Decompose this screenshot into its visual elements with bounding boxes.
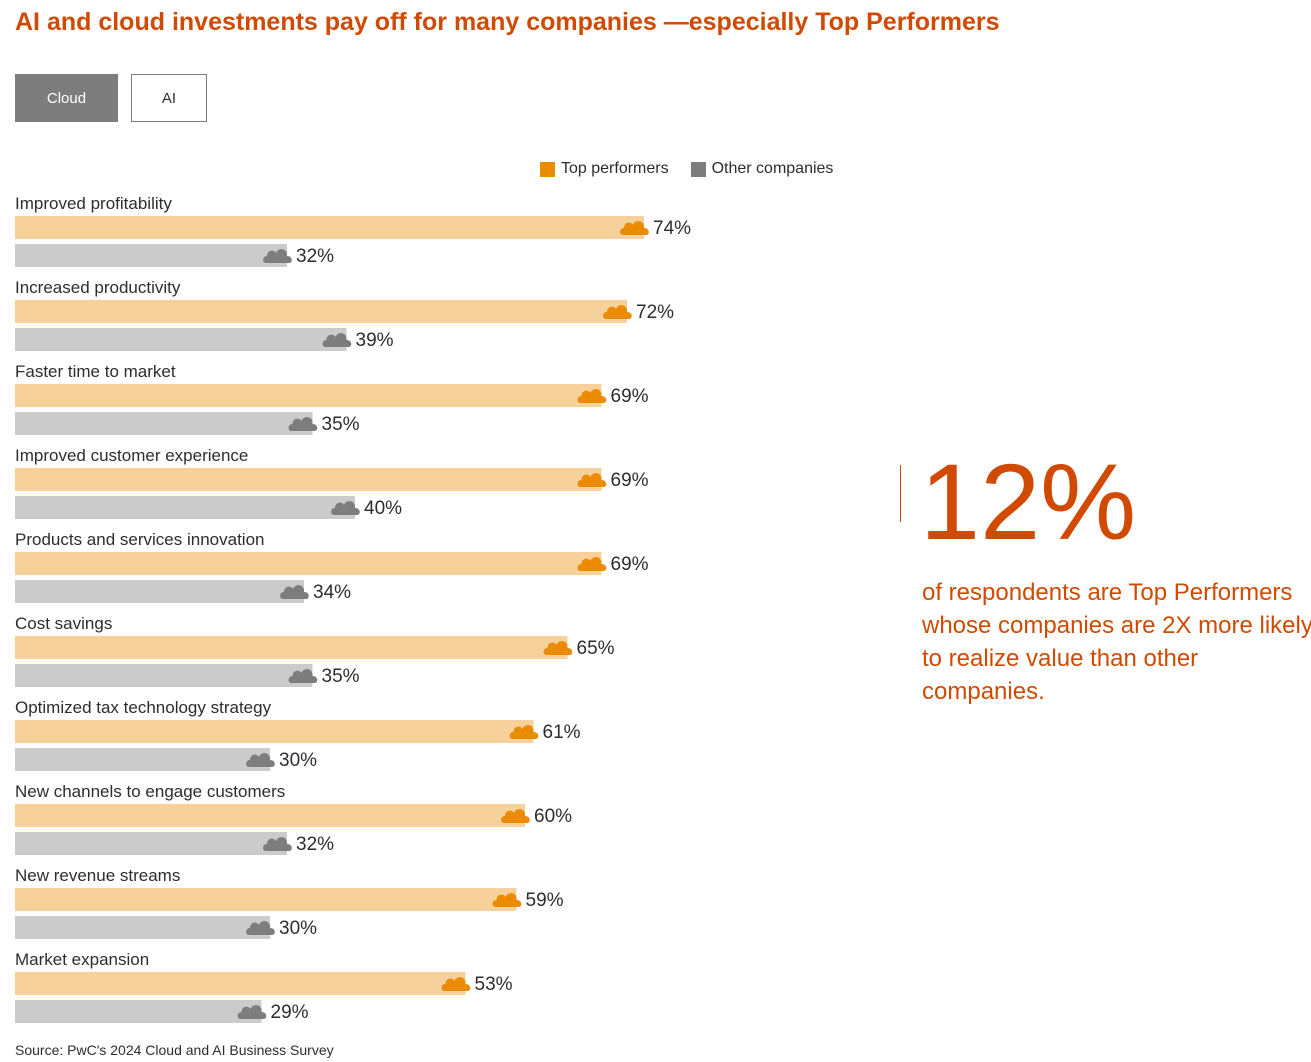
cloud-icon <box>288 417 318 431</box>
bar-top-performers <box>15 216 644 239</box>
bar-top-performers <box>15 636 568 659</box>
cloud-icon <box>441 977 471 991</box>
cloud-icon <box>577 473 607 487</box>
cloud-icon <box>263 837 292 851</box>
value-label-other: 40% <box>364 498 402 519</box>
cloud-icon <box>501 809 530 823</box>
value-label-top: 59% <box>526 890 564 911</box>
bar-top-performers <box>15 804 525 827</box>
cloud-icon <box>509 725 539 739</box>
bar-other-companies <box>15 1000 262 1023</box>
bar-other-companies <box>15 328 347 351</box>
tab-bar: Cloud AI <box>15 74 207 122</box>
value-label-top: 69% <box>611 554 649 575</box>
cloud-icon <box>577 389 607 403</box>
value-label-other: 32% <box>296 246 334 267</box>
category-label: New channels to engage customers <box>15 782 285 801</box>
value-label-other: 29% <box>271 1002 309 1023</box>
value-label-other: 39% <box>356 330 394 351</box>
chart-legend: Top performers Other companies <box>540 160 855 178</box>
bar-other-companies <box>15 748 270 771</box>
bar-top-performers <box>15 384 602 407</box>
category-label: Products and services innovation <box>15 530 264 549</box>
bar-other-companies <box>15 244 287 267</box>
cloud-icon <box>322 333 352 347</box>
source-note: Source: PwC's 2024 Cloud and AI Business… <box>15 1042 334 1058</box>
value-label-top: 69% <box>611 470 649 491</box>
category-label: Faster time to market <box>15 362 176 381</box>
category-label: New revenue streams <box>15 866 180 885</box>
callout-divider <box>900 465 901 522</box>
legend-label-top: Top performers <box>561 160 669 177</box>
legend-item-top-performers: Top performers <box>540 160 669 178</box>
cloud-icon <box>620 221 649 235</box>
category-label: Market expansion <box>15 950 149 969</box>
cloud-icon <box>246 921 275 935</box>
legend-swatch-top <box>540 161 555 177</box>
category-label: Cost savings <box>15 614 112 633</box>
bar-other-companies <box>15 412 313 435</box>
bar-top-performers <box>15 300 627 323</box>
bar-other-companies <box>15 580 304 603</box>
callout-text: of respondents are Top Performers whose … <box>922 579 1311 705</box>
value-label-top: 69% <box>611 386 649 407</box>
value-label-top: 61% <box>543 722 581 743</box>
value-label-other: 34% <box>313 582 351 603</box>
legend-swatch-other <box>690 161 706 177</box>
cloud-icon <box>263 249 292 263</box>
legend-label-other: Other companies <box>711 160 834 177</box>
value-label-top: 65% <box>577 638 615 659</box>
bar-top-performers <box>15 468 602 491</box>
bar-top-performers <box>15 888 517 911</box>
bar-other-companies <box>15 664 313 687</box>
bar-chart: Improved profitability 74% 32% Increased pr… <box>15 194 691 1023</box>
callout-big-number: 12% <box>920 441 1137 562</box>
cloud-icon <box>288 669 318 683</box>
cloud-icon <box>331 501 360 515</box>
value-label-top: 53% <box>475 974 513 995</box>
cloud-icon <box>603 305 632 319</box>
cloud-icon <box>543 641 573 655</box>
value-label-other: 35% <box>322 414 360 435</box>
category-label: Optimized tax technology strategy <box>15 698 272 717</box>
value-label-other: 30% <box>279 918 317 939</box>
cloud-icon <box>492 893 522 907</box>
bar-top-performers <box>15 552 602 575</box>
page-title: AI and cloud investments pay off for man… <box>15 8 1000 36</box>
value-label-top: 72% <box>636 302 674 323</box>
category-label: Improved profitability <box>15 194 172 213</box>
bar-other-companies <box>15 496 355 519</box>
cloud-icon <box>237 1005 267 1019</box>
category-label: Increased productivity <box>15 278 181 297</box>
value-label-other: 35% <box>322 666 360 687</box>
category-label: Improved customer experience <box>15 446 248 465</box>
value-label-top: 74% <box>653 218 691 239</box>
legend-item-other-companies: Other companies <box>690 160 834 178</box>
value-label-other: 32% <box>296 834 334 855</box>
cloud-icon <box>577 557 607 571</box>
value-label-top: 60% <box>534 806 572 827</box>
tab-ai[interactable]: AI <box>131 74 207 122</box>
bar-other-companies <box>15 916 270 939</box>
cloud-icon <box>280 585 309 599</box>
cloud-icon <box>246 753 275 767</box>
bar-top-performers <box>15 972 466 995</box>
bar-top-performers <box>15 720 534 743</box>
tab-cloud[interactable]: Cloud <box>15 74 118 122</box>
value-label-other: 30% <box>279 750 317 771</box>
bar-other-companies <box>15 832 287 855</box>
